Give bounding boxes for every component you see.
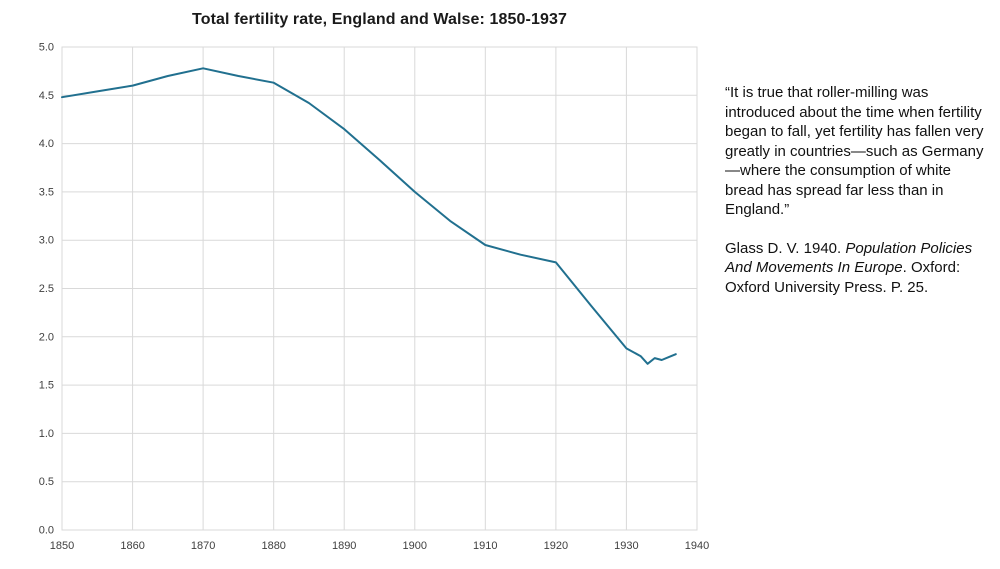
y-axis-tick-label: 0.5 [39,476,54,488]
x-axis-tick-label: 1890 [332,540,356,552]
y-axis-tick-label: 4.0 [39,138,54,150]
x-axis-tick-label: 1940 [685,540,709,552]
x-axis-tick-label: 1920 [544,540,568,552]
fertility-chart: Total fertility rate, England and Walse:… [39,11,710,553]
x-axis-tick-label: 1860 [120,540,144,552]
y-axis-tick-label: 4.5 [39,90,54,102]
y-axis-tick-label: 2.0 [39,331,54,343]
x-axis-tick-label: 1910 [473,540,497,552]
quote-panel: “It is true that roller-milling was intr… [725,83,989,297]
y-axis-tick-label: 1.0 [39,428,54,440]
y-axis-tick-label: 3.5 [39,186,54,198]
y-axis-tick-label: 2.5 [39,283,54,295]
citation-prefix: Glass D. V. 1940. [725,239,846,257]
plot-border [61,46,698,531]
x-axis-tick-label: 1880 [261,540,285,552]
x-axis-tick-label: 1930 [614,540,638,552]
fertility-line [61,67,677,365]
x-axis-tick-label: 1850 [50,540,74,552]
y-axis-tick-label: 0.0 [39,525,54,537]
fertility-chart-svg: 0.0 0.5 1.0 1.5 2.0 2.5 3.0 3.5 4.0 4.5 5.0 1850 186… [39,42,710,553]
citation-text: Glass D. V. 1940. Population Policies An… [725,239,989,298]
x-axis-tick-label: 1870 [191,540,215,552]
y-axis-tick-label: 1.5 [39,380,54,392]
quote-text: “It is true that roller-milling was intr… [725,84,984,218]
x-axis-tick-label: 1900 [403,540,427,552]
y-axis-tick-label: 5.0 [39,42,54,54]
chart-title: Total fertility rate, England and Walse:… [192,11,567,28]
y-axis-tick-label: 3.0 [39,235,54,247]
citation-book-title: Population Policies And Movements In Eur… [725,239,973,277]
citation-suffix: . Oxford: Oxford University Press. P. 25… [725,259,961,296]
